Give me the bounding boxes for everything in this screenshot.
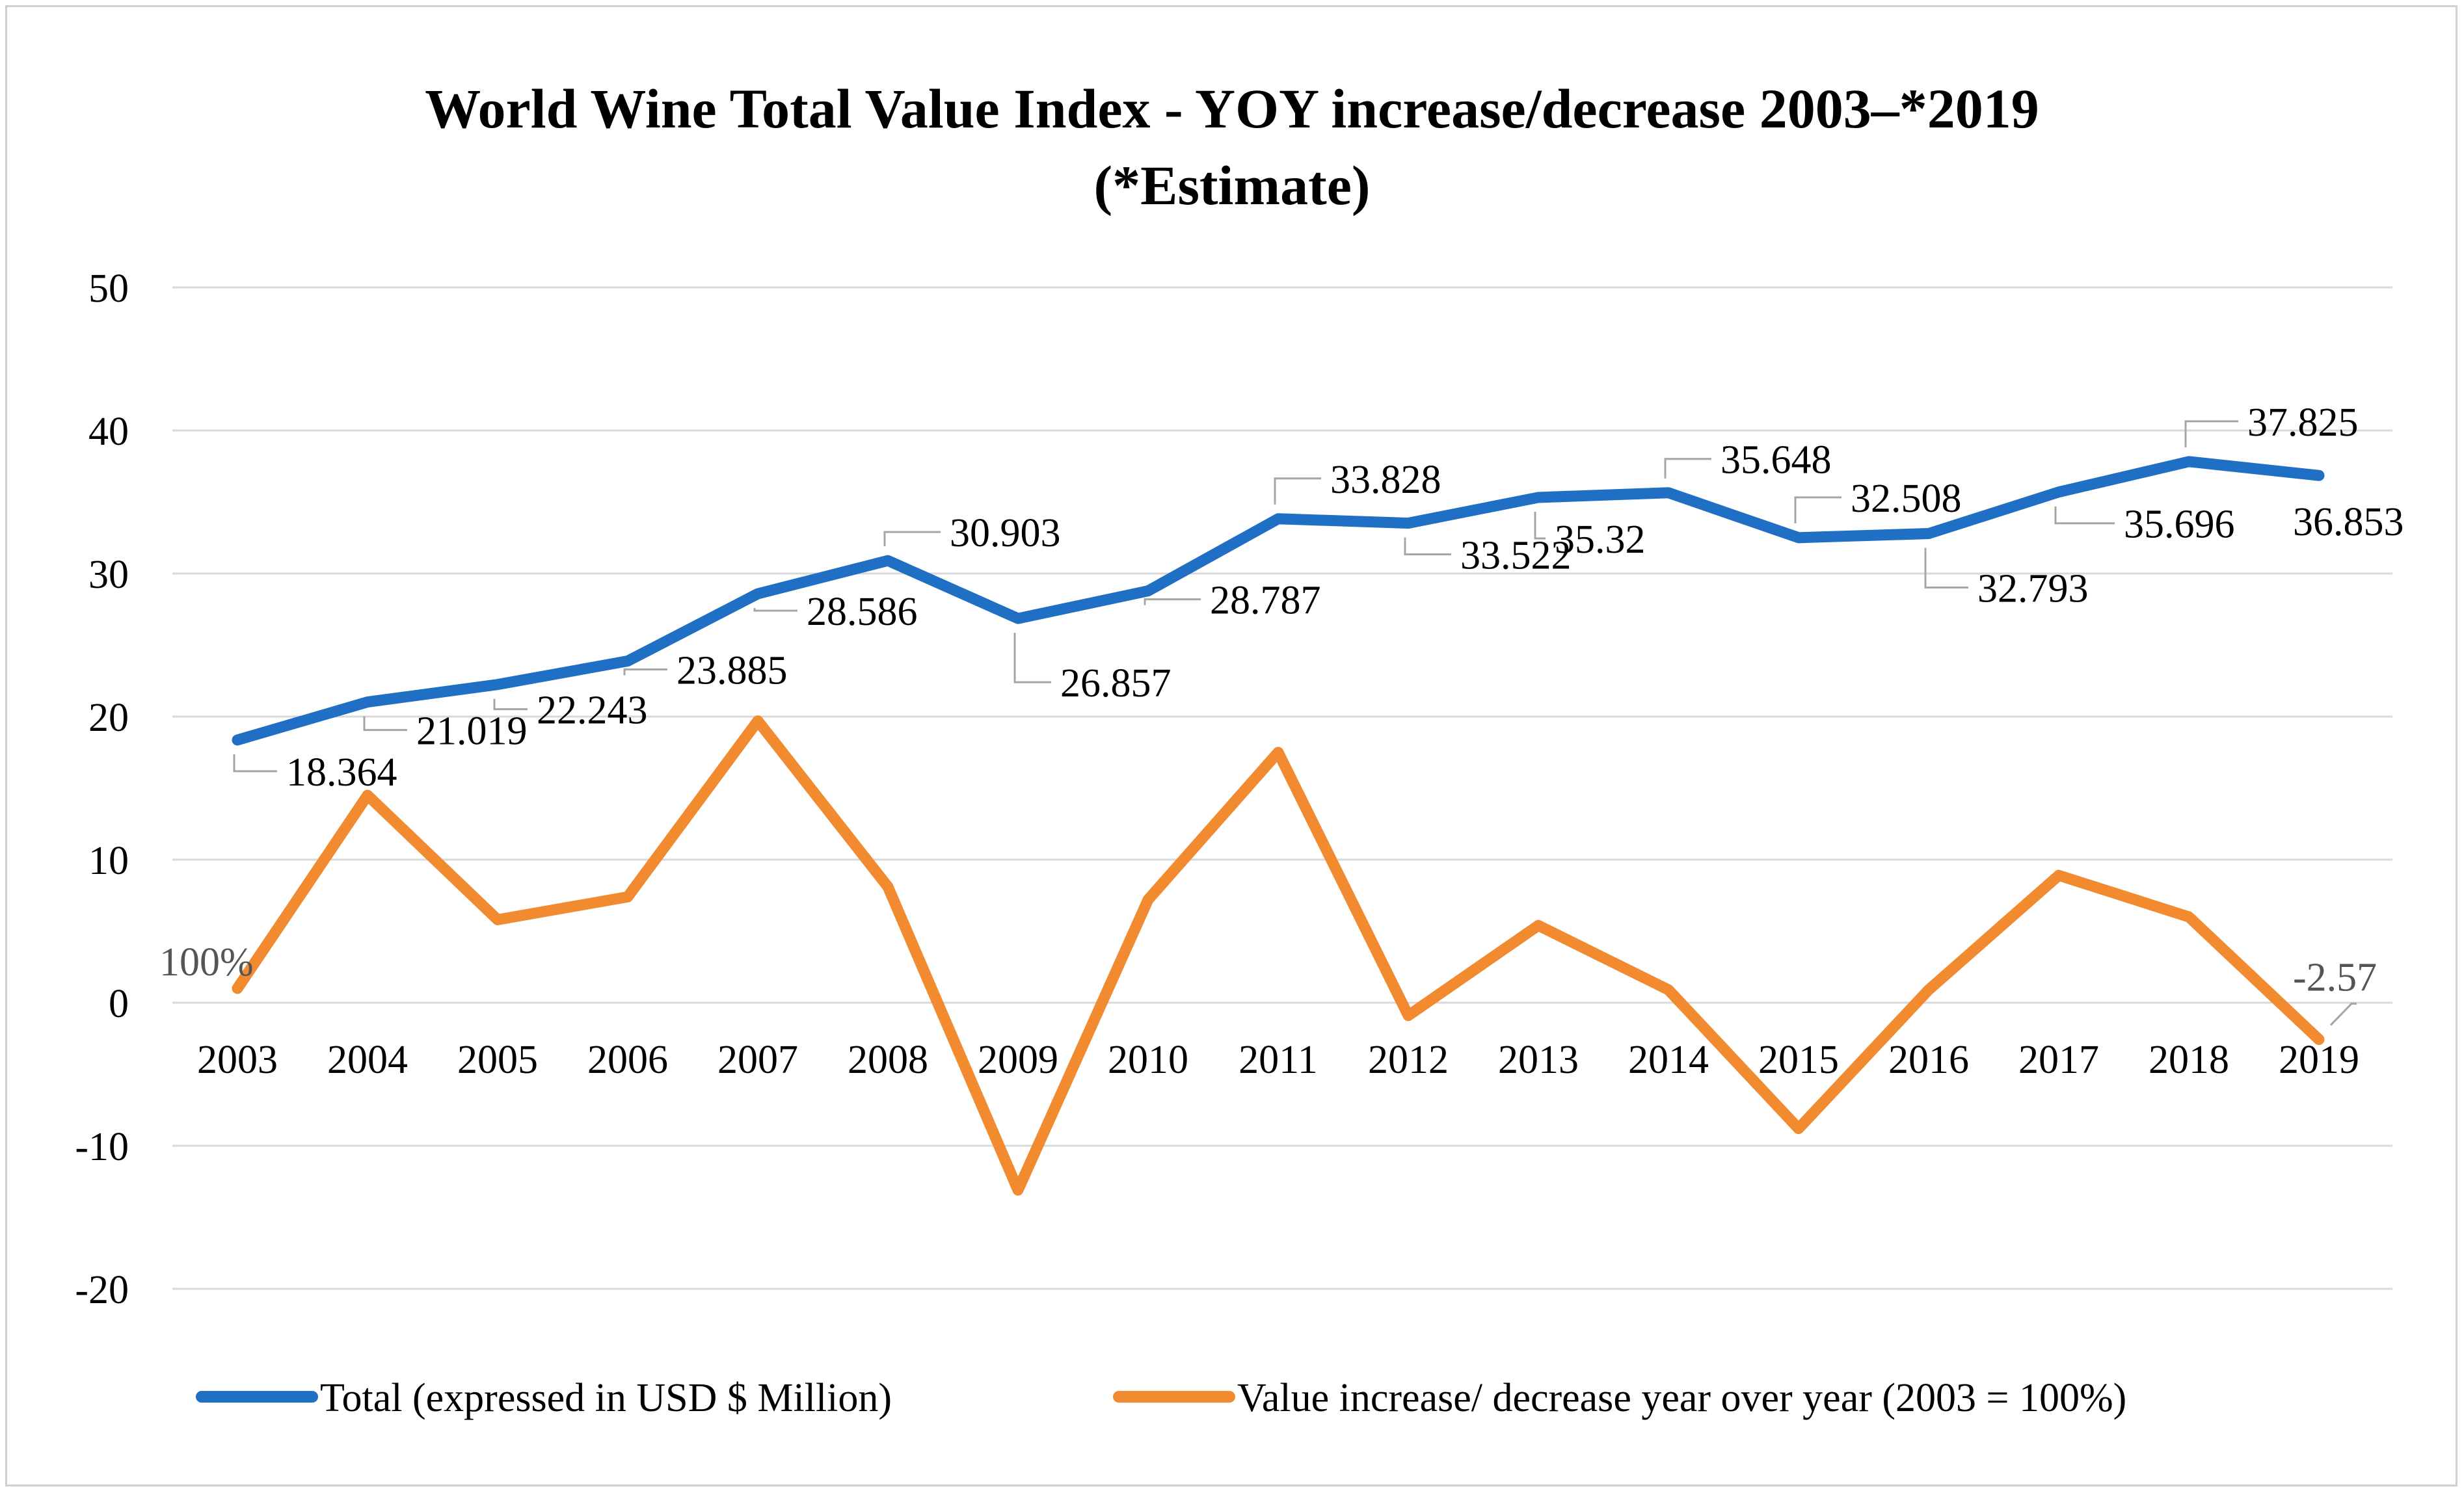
data-label-yoy-last: -2.57	[2293, 956, 2377, 1000]
x-tick-label: 2009	[978, 1038, 1058, 1082]
y-tick-label: 50	[88, 267, 129, 311]
x-tick-label: 2007	[717, 1038, 798, 1082]
chart-title: World Wine Total Value Index - YOY incre…	[425, 77, 2039, 140]
series-line-total	[232, 456, 2325, 746]
x-tick-label: 2003	[197, 1038, 278, 1082]
data-label-total: 35.648	[1721, 438, 1832, 482]
data-label-total: 22.243	[537, 689, 648, 733]
x-axis-tick-labels: 2003 2004 2005 2006 2007 2008 2009 2010 2011 2012…	[197, 1038, 2359, 1082]
data-label-total: 30.903	[950, 511, 1061, 555]
legend-label-yoy: Value increase/ decrease year over year …	[1237, 1376, 2126, 1420]
y-tick-label: 40	[88, 410, 129, 454]
x-tick-label: 2019	[2279, 1038, 2359, 1082]
data-label-total: 33.828	[1330, 458, 1441, 502]
x-tick-label: 2012	[1368, 1038, 1449, 1082]
data-label-total: 32.793	[1977, 567, 2089, 611]
series-layer	[232, 456, 2325, 1196]
data-label-total: 23.885	[676, 649, 788, 693]
data-label-total: 37.825	[2247, 401, 2359, 445]
data-label-total: 32.508	[1851, 477, 1962, 521]
leader-line	[753, 608, 797, 612]
x-tick-label: 2018	[2149, 1038, 2229, 1082]
leader-line	[1144, 598, 1201, 605]
leader-line	[623, 668, 667, 676]
data-label-total: 28.586	[807, 590, 918, 634]
leader-line	[1794, 496, 1841, 523]
data-label-total: 36.853	[2293, 500, 2404, 544]
data-label-total: 26.857	[1060, 661, 1172, 706]
leader-line	[493, 698, 528, 711]
legend: Total (expressed in USD $ Million) Value…	[196, 1376, 2126, 1420]
x-tick-label: 2017	[2018, 1038, 2099, 1082]
leader-line	[1274, 477, 1321, 505]
y-tick-label: -10	[75, 1125, 129, 1169]
grid-layer	[172, 286, 2392, 1290]
leader-line	[2054, 506, 2115, 525]
x-tick-label: 2015	[1758, 1038, 1839, 1082]
y-axis-tick-labels: 50 40 30 20 10 0 -10 -20	[75, 267, 129, 1312]
x-tick-label: 2014	[1628, 1038, 1709, 1082]
leader-line	[1404, 537, 1451, 556]
x-tick-label: 2008	[848, 1038, 928, 1082]
x-tick-label: 2006	[587, 1038, 668, 1082]
leader-line	[883, 531, 941, 547]
chart-subtitle: (*Estimate)	[1093, 154, 1370, 217]
data-label-total: 35.32	[1555, 518, 1646, 562]
chart-frame	[5, 5, 2457, 1486]
leader-line	[363, 716, 407, 732]
leader-line	[233, 754, 277, 773]
leader-line	[1664, 458, 1711, 479]
data-label-total: 33.522	[1460, 534, 1572, 578]
data-label-total: 35.696	[2124, 503, 2235, 547]
y-tick-label: 0	[109, 982, 129, 1026]
x-tick-label: 2005	[457, 1038, 538, 1082]
y-tick-label: 20	[88, 696, 129, 740]
legend-label-total: Total (expressed in USD $ Million)	[320, 1376, 892, 1420]
leader-line	[2329, 1003, 2357, 1026]
data-label-total: 21.019	[416, 709, 528, 754]
y-tick-label: 30	[88, 553, 129, 597]
x-tick-label: 2010	[1108, 1038, 1188, 1082]
x-tick-label: 2013	[1498, 1038, 1579, 1082]
data-label-yoy-first: 100%	[159, 940, 254, 984]
data-label-total: 18.364	[286, 750, 397, 795]
data-label-layer: 18.364 21.019 22.243 23.885 28.586 30.903 26.8…	[159, 401, 2404, 1026]
leader-line	[1534, 511, 1546, 540]
leader-line	[2184, 420, 2238, 447]
y-tick-label: 10	[88, 839, 129, 883]
y-tick-label: -20	[75, 1268, 129, 1312]
x-tick-label: 2004	[327, 1038, 408, 1082]
leader-line	[1924, 548, 1968, 589]
series-line-yoy	[232, 715, 2325, 1196]
x-tick-label: 2011	[1239, 1038, 1318, 1082]
data-label-total: 28.787	[1210, 579, 1321, 623]
leader-line	[1013, 633, 1051, 683]
x-tick-label: 2016	[1888, 1038, 1969, 1082]
